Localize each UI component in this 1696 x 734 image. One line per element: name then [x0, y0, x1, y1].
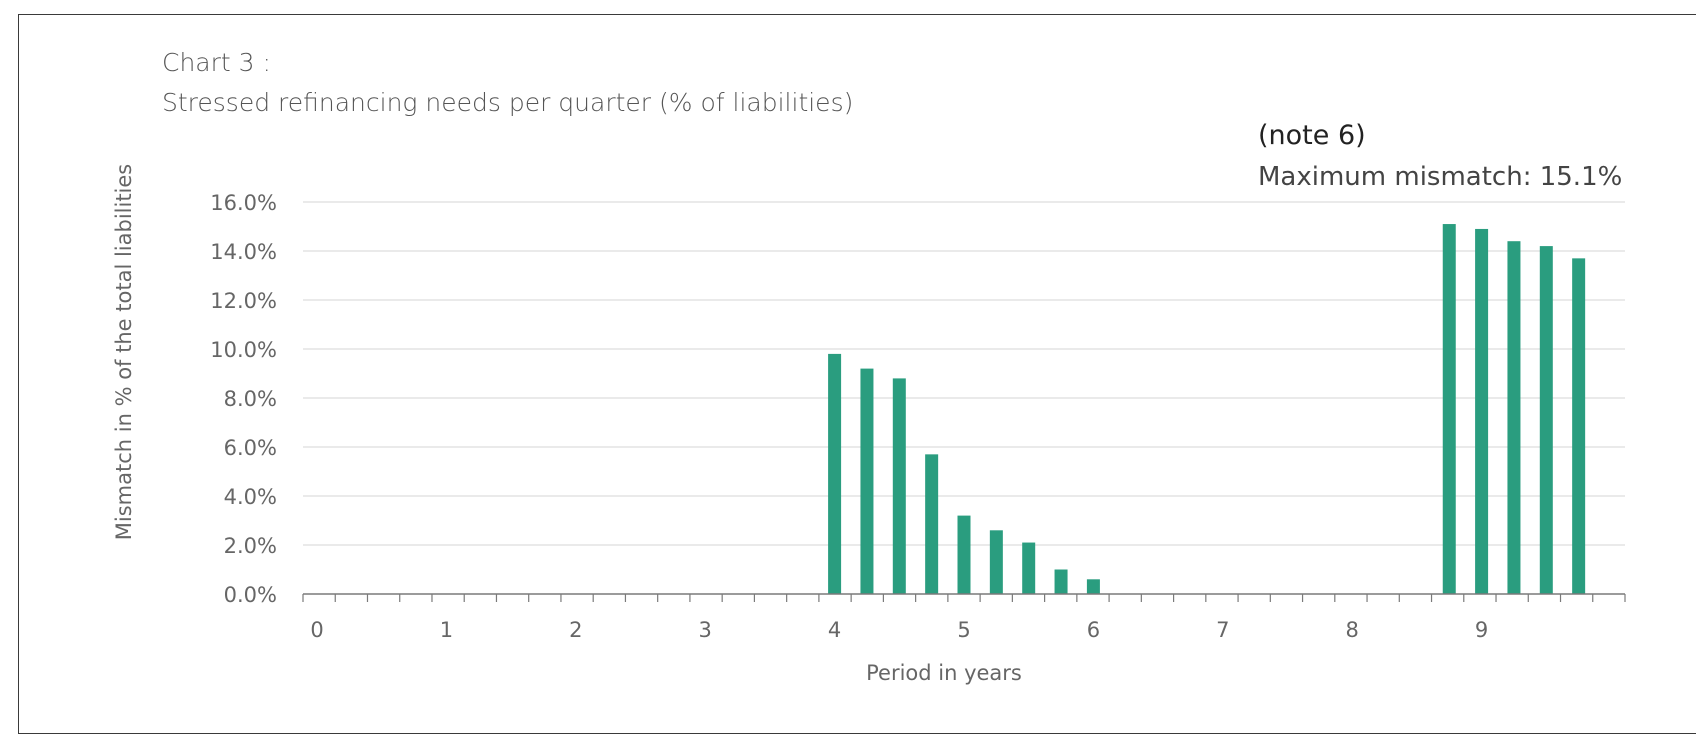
x-tick-label: 0 — [310, 618, 323, 642]
bar — [1442, 224, 1456, 595]
y-tick-label: 12.0% — [210, 289, 277, 313]
x-tick-label: 4 — [828, 618, 841, 642]
y-tick-label: 4.0% — [224, 485, 277, 509]
x-tick-label: 6 — [1087, 618, 1100, 642]
chart-title-line1: Chart 3 : — [162, 48, 271, 77]
gridlines — [303, 201, 1625, 546]
bar — [957, 515, 971, 594]
bar — [925, 454, 939, 594]
x-tick-labels: 0 1 2 3 4 5 6 7 8 9 — [310, 618, 1488, 642]
chart-title-line2: Stressed refinancing needs per quarter (… — [162, 88, 854, 117]
y-tick-label: 0.0% — [224, 583, 277, 607]
bar — [1022, 542, 1036, 594]
y-tick-label: 6.0% — [224, 436, 277, 460]
y-tick-label: 16.0% — [210, 191, 277, 215]
x-axis — [302, 593, 1626, 602]
bar — [1475, 228, 1489, 594]
annotation-note: (note 6) — [1258, 120, 1366, 151]
bar — [860, 368, 874, 594]
x-tick-label: 8 — [1346, 618, 1359, 642]
x-axis-title: Period in years — [866, 661, 1022, 685]
bar — [1086, 579, 1100, 594]
bar — [989, 530, 1003, 594]
x-tick-label: 3 — [699, 618, 712, 642]
y-axis-title: Mismatch in % of the total liabilities — [112, 164, 136, 540]
bar — [1054, 569, 1068, 594]
bar — [892, 378, 906, 594]
y-tick-labels: 0.0% 2.0% 4.0% 6.0% 8.0% 10.0% 12.0% 14.0% 16.0% — [210, 191, 277, 607]
x-tick-label: 2 — [569, 618, 582, 642]
bar — [1507, 241, 1521, 594]
y-tick-label: 8.0% — [224, 387, 277, 411]
bar — [828, 353, 842, 594]
x-tick-label: 1 — [440, 618, 453, 642]
y-tick-label: 14.0% — [210, 240, 277, 264]
annotation-maximum-mismatch: Maximum mismatch: 15.1% — [1258, 162, 1623, 192]
bar — [1539, 246, 1553, 594]
x-tick-label: 5 — [957, 618, 970, 642]
bars — [828, 224, 1586, 595]
y-tick-label: 10.0% — [210, 338, 277, 362]
y-tick-label: 2.0% — [224, 534, 277, 558]
x-tick-label: 9 — [1475, 618, 1488, 642]
x-tick-label: 7 — [1216, 618, 1229, 642]
bar-chart: 0.0% 2.0% 4.0% 6.0% 8.0% 10.0% 12.0% 14.0% 16.0%… — [112, 164, 1626, 685]
bar — [1572, 258, 1586, 594]
